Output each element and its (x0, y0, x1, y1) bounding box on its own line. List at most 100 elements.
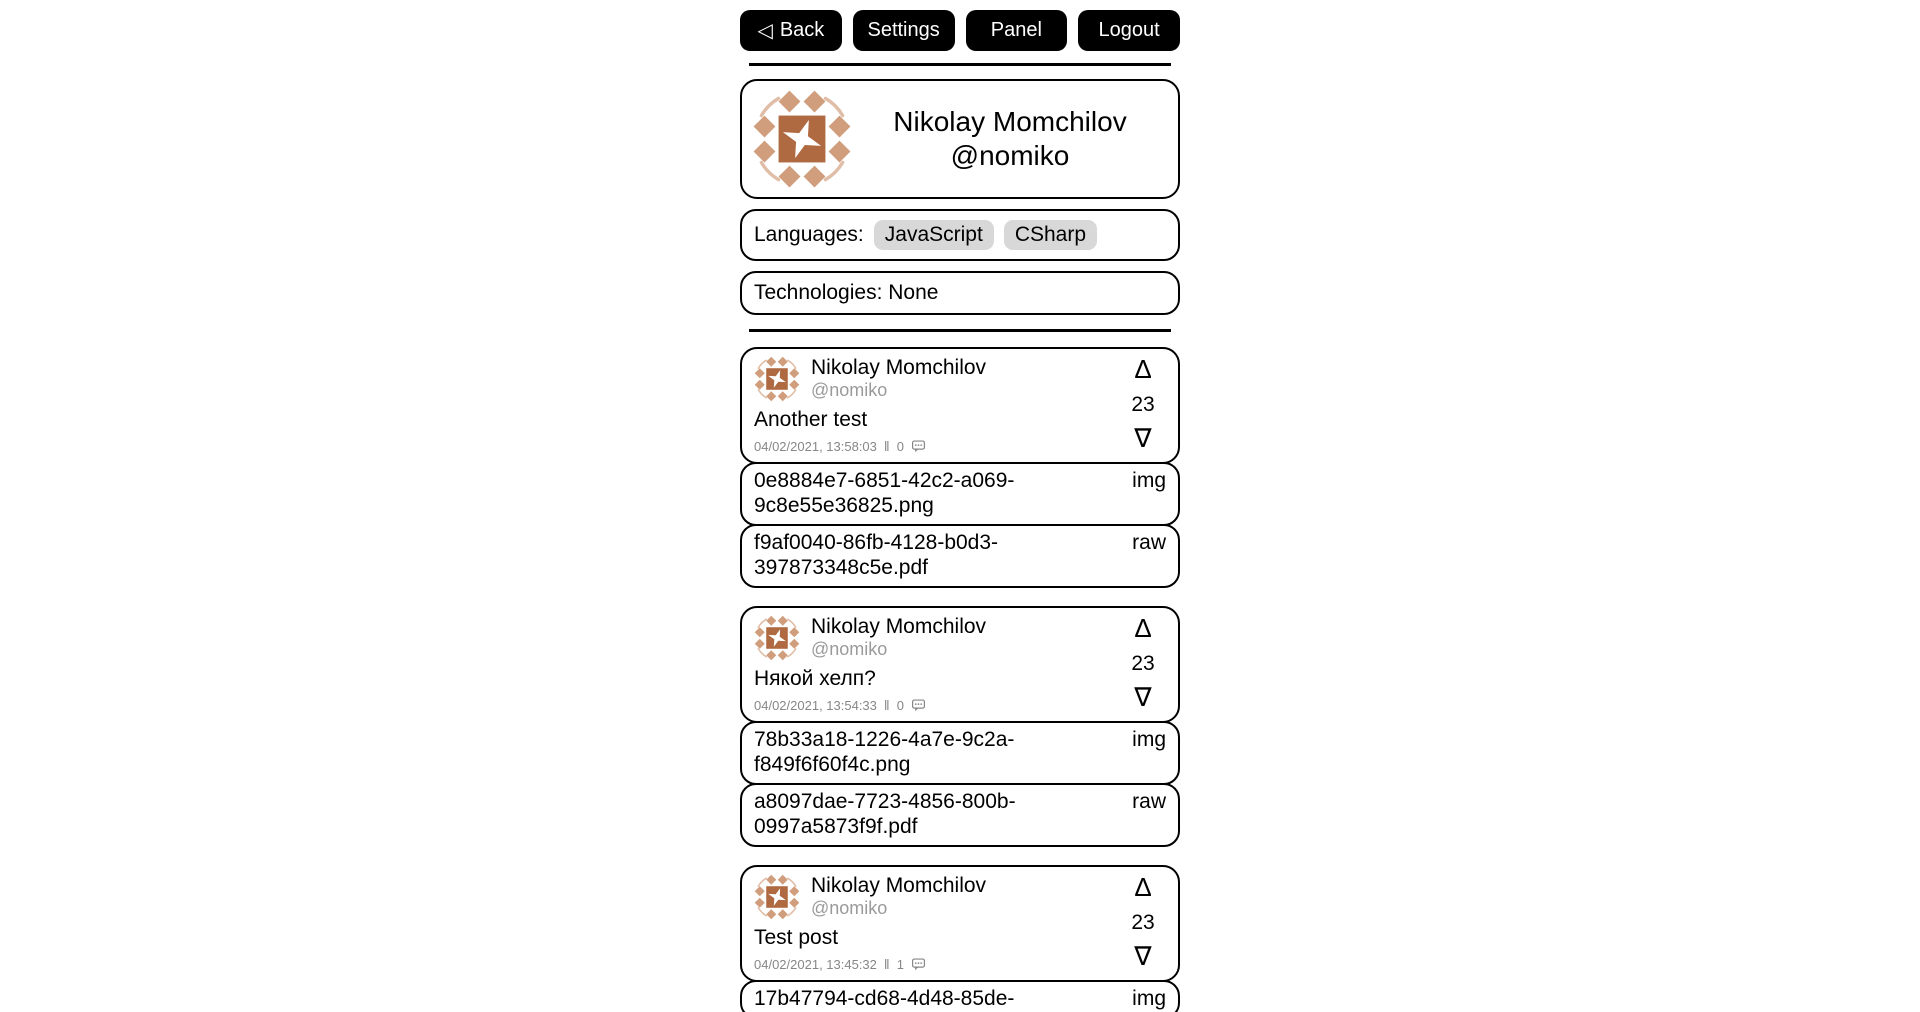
author-names: Nikolay Momchilov @nomiko (811, 873, 986, 920)
vote-column: Δ 23 ∇ (1120, 873, 1166, 972)
post-author-row: Nikolay Momchilov @nomiko (754, 355, 1120, 402)
attachment-row[interactable]: 17b47794-cd68-4d48-85de- img (740, 980, 1180, 1012)
panel-button[interactable]: Panel (965, 10, 1068, 51)
vote-count: 23 (1131, 910, 1155, 934)
post-main: Nikolay Momchilov @nomiko Another test 0… (754, 355, 1120, 454)
attachment-row[interactable]: 0e8884e7-6851-42c2-a069-9c8e55e36825.png… (740, 462, 1180, 526)
post-author-row: Nikolay Momchilov @nomiko (754, 614, 1120, 661)
post-title: Test post (754, 926, 839, 949)
vote-column: Δ 23 ∇ (1120, 355, 1166, 454)
language-tag: CSharp (1003, 220, 1098, 250)
back-button-label: Back (779, 19, 825, 41)
post-card: Nikolay Momchilov @nomiko Някой хелп? 04… (740, 606, 1180, 847)
posts-feed: Nikolay Momchilov @nomiko Another test 0… (740, 347, 1180, 1012)
back-button[interactable]: ◁ Back (740, 10, 842, 51)
downvote-button[interactable]: ∇ (1134, 684, 1151, 711)
author-name: Nikolay Momchilov (811, 356, 987, 379)
attachment-type-badge: img (1132, 469, 1166, 492)
attachment-type-badge: img (1132, 987, 1166, 1010)
profile-names: Nikolay Momchilov @nomiko (852, 105, 1168, 173)
language-tag: JavaScript (873, 220, 994, 250)
languages-card: Languages: JavaScript CSharp (740, 209, 1180, 261)
author-handle: @nomiko (811, 639, 888, 659)
comment-count: 1 (896, 956, 904, 972)
attachment-row[interactable]: a8097dae-7723-4856-800b-0997a5873f9f.pdf… (740, 783, 1180, 847)
post-header[interactable]: Nikolay Momchilov @nomiko Another test 0… (740, 347, 1180, 464)
post-title: Някой хелп? (754, 667, 876, 690)
technologies-text: Technologies: None (754, 281, 939, 304)
meta-separator: ‖ (883, 697, 890, 713)
languages-label: Languages: (754, 223, 864, 246)
post-author-row: Nikolay Momchilov @nomiko (754, 873, 1120, 920)
attachment-filename: 17b47794-cd68-4d48-85de- (754, 987, 1015, 1010)
author-name: Nikolay Momchilov (811, 615, 987, 638)
downvote-button[interactable]: ∇ (1134, 425, 1151, 452)
downvote-button[interactable]: ∇ (1134, 943, 1151, 970)
attachment-filename: f9af0040-86fb-4128-b0d3-397873348c5e.pdf (754, 531, 999, 579)
panel-button-label: Panel (990, 19, 1042, 41)
divider (749, 329, 1171, 332)
post-timestamp: 04/02/2021, 13:58:03 (754, 438, 877, 454)
author-names: Nikolay Momchilov @nomiko (811, 355, 986, 402)
upvote-icon: Δ (1134, 613, 1152, 643)
languages-list: JavaScript CSharp (873, 220, 1098, 250)
post-card: Nikolay Momchilov @nomiko Test post 04/0… (740, 865, 1180, 1012)
author-handle: @nomiko (811, 380, 888, 400)
attachment-row[interactable]: 78b33a18-1226-4a7e-9c2a-f849f6f60f4c.png… (740, 721, 1180, 785)
attachments-list: 0e8884e7-6851-42c2-a069-9c8e55e36825.png… (740, 462, 1180, 588)
author-avatar-identicon (754, 356, 800, 402)
attachment-filename: a8097dae-7723-4856-800b-0997a5873f9f.pdf (754, 790, 1016, 838)
upvote-button[interactable]: Δ (1134, 874, 1151, 901)
upvote-button[interactable]: Δ (1134, 615, 1151, 642)
meta-separator: ‖ (883, 956, 890, 972)
settings-button[interactable]: Settings (852, 10, 955, 51)
settings-button-label: Settings (867, 19, 940, 41)
divider (749, 63, 1171, 66)
comment-bubble-icon (911, 439, 926, 454)
profile-handle: @nomiko (950, 140, 1070, 171)
attachments-list: 17b47794-cd68-4d48-85de- img (740, 980, 1180, 1012)
attachment-type-badge: raw (1132, 790, 1166, 813)
attachment-type-badge: raw (1132, 531, 1166, 554)
post-main: Nikolay Momchilov @nomiko Test post 04/0… (754, 873, 1120, 972)
post-card: Nikolay Momchilov @nomiko Another test 0… (740, 347, 1180, 588)
post-timestamp: 04/02/2021, 13:45:32 (754, 956, 877, 972)
post-main: Nikolay Momchilov @nomiko Някой хелп? 04… (754, 614, 1120, 713)
post-meta: 04/02/2021, 13:45:32 ‖ 1 (754, 956, 1120, 972)
downvote-icon: ∇ (1134, 941, 1152, 971)
upvote-icon: Δ (1134, 872, 1152, 902)
comment-bubble-icon (911, 698, 926, 713)
content-column: ◁ Back Settings Panel Logout Nikolay Mom… (740, 0, 1180, 1012)
profile-card: Nikolay Momchilov @nomiko (740, 79, 1180, 199)
meta-separator: ‖ (883, 438, 890, 454)
downvote-icon: ∇ (1134, 423, 1152, 453)
author-avatar-identicon (754, 615, 800, 661)
post-header[interactable]: Nikolay Momchilov @nomiko Някой хелп? 04… (740, 606, 1180, 723)
attachment-filename: 78b33a18-1226-4a7e-9c2a-f849f6f60f4c.png (754, 728, 1015, 776)
author-handle: @nomiko (811, 898, 888, 918)
vote-count: 23 (1131, 392, 1155, 416)
attachment-type-badge: img (1132, 728, 1166, 751)
post-title: Another test (754, 408, 868, 431)
top-nav: ◁ Back Settings Panel Logout (740, 10, 1180, 51)
author-name: Nikolay Momchilov (811, 874, 987, 897)
comment-count: 0 (896, 697, 904, 713)
upvote-button[interactable]: Δ (1134, 356, 1151, 383)
attachment-row[interactable]: f9af0040-86fb-4128-b0d3-397873348c5e.pdf… (740, 524, 1180, 588)
vote-column: Δ 23 ∇ (1120, 614, 1166, 713)
logout-button-label: Logout (1098, 19, 1160, 41)
profile-avatar-identicon (752, 89, 852, 189)
post-header[interactable]: Nikolay Momchilov @nomiko Test post 04/0… (740, 865, 1180, 982)
post-timestamp: 04/02/2021, 13:54:33 (754, 697, 877, 713)
comment-count: 0 (896, 438, 904, 454)
upvote-icon: Δ (1134, 354, 1152, 384)
logout-button[interactable]: Logout (1078, 10, 1180, 51)
author-avatar-identicon (754, 874, 800, 920)
attachments-list: 78b33a18-1226-4a7e-9c2a-f849f6f60f4c.png… (740, 721, 1180, 847)
author-names: Nikolay Momchilov @nomiko (811, 614, 986, 661)
attachment-filename: 0e8884e7-6851-42c2-a069-9c8e55e36825.png (754, 469, 1015, 517)
comment-bubble-icon (911, 957, 926, 972)
post-meta: 04/02/2021, 13:54:33 ‖ 0 (754, 697, 1120, 713)
back-arrow-icon: ◁ (757, 20, 773, 42)
technologies-card: Technologies: None (740, 271, 1180, 315)
